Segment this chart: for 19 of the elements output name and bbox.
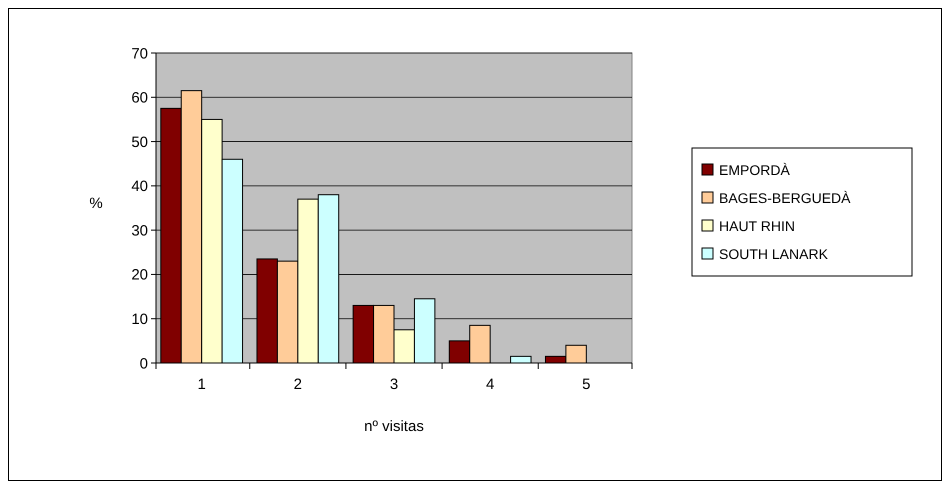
legend-label: SOUTH LANARK <box>719 246 829 262</box>
y-tick-label: 30 <box>131 222 148 240</box>
x-tick-label: 1 <box>198 376 206 393</box>
y-tick-label: 60 <box>131 90 148 107</box>
x-tick-label: 5 <box>582 376 590 393</box>
y-tick-label: 10 <box>131 310 148 328</box>
y-tick-label: 70 <box>131 45 148 62</box>
legend-label: HAUT RHIN <box>719 218 795 234</box>
x-tick-label: 2 <box>294 376 302 393</box>
legend-label: EMPORDÀ <box>719 162 790 178</box>
y-tick-label: 40 <box>131 178 148 196</box>
y-tick-label: 0 <box>140 355 148 372</box>
x-axis-title: nº visitas <box>364 418 424 435</box>
x-tick-label: 3 <box>390 376 398 393</box>
x-tick-label: 4 <box>486 376 494 393</box>
y-axis-title: % <box>89 195 103 212</box>
legend-label: BAGES-BERGUEDÀ <box>719 190 852 206</box>
y-tick-label: 50 <box>131 134 148 151</box>
y-tick-label: 20 <box>131 266 148 284</box>
